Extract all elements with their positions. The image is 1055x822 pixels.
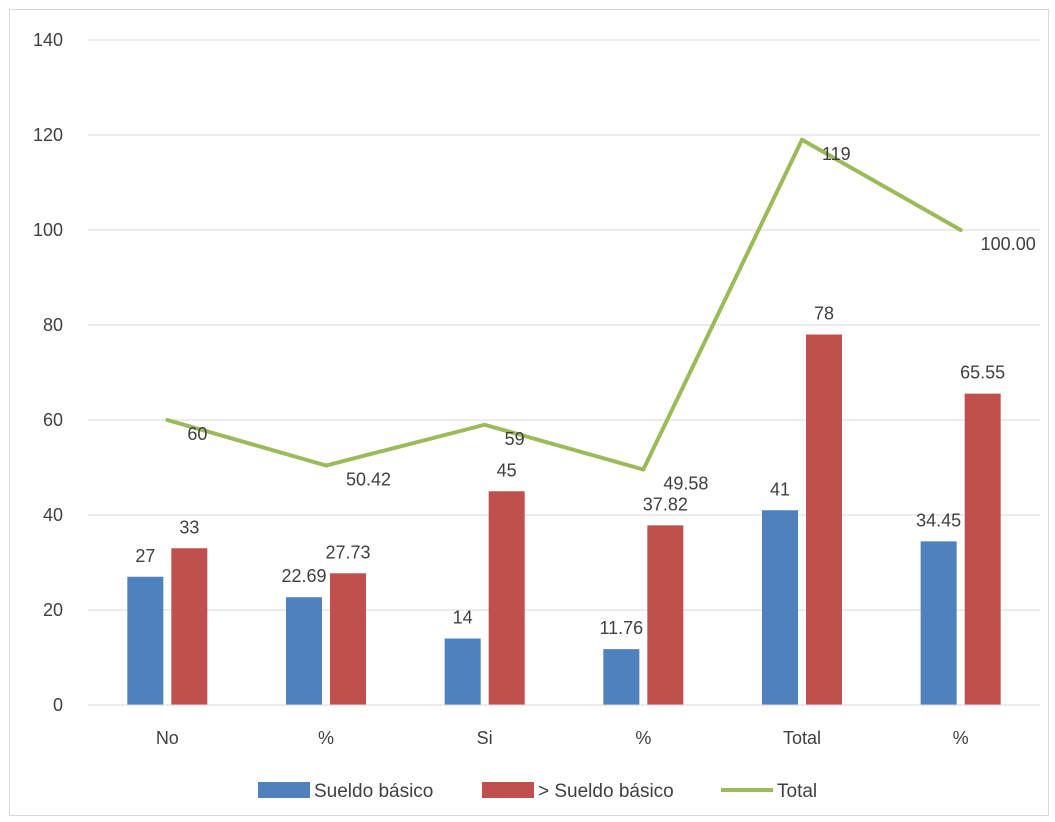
bar-data-label: 22.69	[281, 566, 326, 586]
line-data-label: 100.00	[981, 234, 1036, 254]
legend-label: Sueldo básico	[314, 781, 433, 802]
bar-data-label: 11.76	[599, 618, 643, 638]
bar-data-label: 65.55	[960, 363, 1005, 383]
bar-mayor-sueldo-basico	[330, 573, 366, 705]
bar-mayor-sueldo-basico	[647, 525, 684, 705]
bar-mayor-sueldo-basico	[171, 548, 208, 705]
y-tick-label: 40	[43, 505, 63, 525]
line-data-label: 50.42	[346, 470, 391, 490]
x-tick-label: Total	[783, 728, 821, 748]
bar-data-label: 27	[135, 546, 155, 566]
line-data-label: 60	[187, 424, 207, 444]
bar-data-label: 41	[770, 479, 790, 499]
legend-swatch	[482, 782, 534, 798]
x-tick-label: %	[318, 728, 334, 748]
bar-sueldo-basico	[127, 576, 164, 705]
bar-mayor-sueldo-basico	[488, 491, 525, 705]
bar-data-label: 45	[497, 460, 517, 480]
x-tick-label: Si	[477, 728, 493, 748]
line-data-label: 59	[505, 429, 525, 449]
bar-data-label: 14	[453, 608, 473, 628]
bar-data-label: 37.82	[643, 494, 688, 514]
y-tick-label: 120	[33, 125, 63, 145]
y-tick-label: 20	[43, 600, 63, 620]
y-tick-label: 140	[33, 30, 63, 50]
bar-sueldo-basico	[920, 541, 957, 705]
y-tick-label: 80	[43, 315, 63, 335]
bar-data-label: 27.73	[325, 542, 370, 562]
bar-sueldo-basico	[762, 510, 798, 705]
legend-label: > Sueldo básico	[538, 781, 674, 802]
x-tick-label: %	[635, 728, 651, 748]
bar-sueldo-basico	[603, 649, 640, 705]
y-tick-label: 100	[33, 220, 63, 240]
y-tick-label: 60	[43, 410, 63, 430]
y-tick-label: 0	[53, 695, 63, 715]
line-data-label: 49.58	[663, 473, 708, 493]
bar-sueldo-basico	[444, 638, 481, 705]
bar-data-label: 33	[179, 517, 199, 537]
line-total	[165, 137, 963, 472]
bar-mayor-sueldo-basico	[964, 393, 1001, 705]
bar-sueldo-basico	[286, 597, 322, 705]
bar-mayor-sueldo-basico	[806, 334, 842, 705]
line-data-label: 119	[822, 144, 851, 164]
bar-data-label: 78	[814, 304, 834, 324]
x-tick-label: %	[953, 728, 969, 748]
bar-data-label: 34.45	[916, 510, 961, 530]
legend-swatch	[258, 782, 310, 798]
legend-label: Total	[777, 781, 817, 802]
x-tick-label: No	[156, 728, 179, 748]
